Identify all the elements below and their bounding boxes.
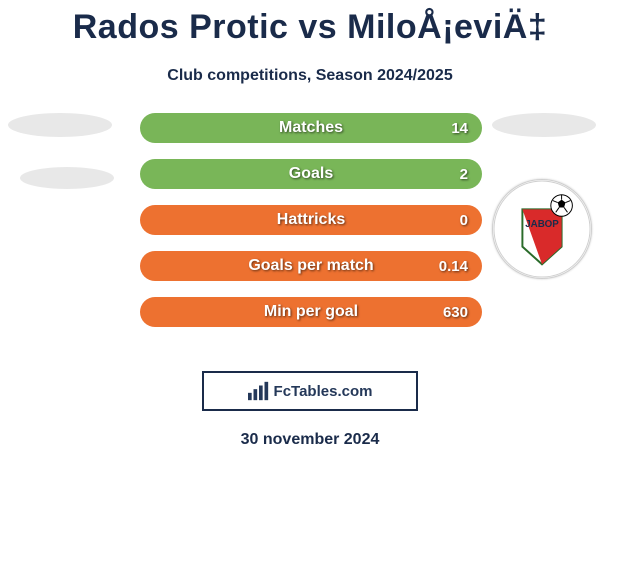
content-area: Matches 14 Goals 2 Hattricks 0 Goals per…: [0, 113, 620, 353]
comparison-widget: Rados Protic vs MiloÅ¡eviÄ‡ Club competi…: [0, 8, 620, 449]
stat-label: Hattricks: [277, 211, 345, 229]
stat-label: Min per goal: [264, 303, 358, 321]
stat-bars: Matches 14 Goals 2 Hattricks 0 Goals per…: [140, 113, 482, 343]
stat-bar-min-per-goal: Min per goal 630: [140, 297, 482, 327]
stat-value-right: 0.14: [439, 258, 468, 275]
bars-chart-icon: [248, 381, 270, 401]
club-crest-icon: ЈАВОР: [493, 180, 591, 278]
stat-bar-hattricks: Hattricks 0: [140, 205, 482, 235]
stat-value-right: 14: [451, 120, 468, 137]
brand-label: FcTables.com: [274, 383, 373, 400]
page-title: Rados Protic vs MiloÅ¡eviÄ‡: [0, 8, 620, 47]
player-placeholder-icon: [492, 113, 596, 137]
stat-value-right: 2: [460, 166, 468, 183]
club-text: ЈАВОР: [525, 219, 559, 230]
left-player-col: [8, 113, 118, 219]
stat-bar-goals: Goals 2: [140, 159, 482, 189]
right-player-col: ЈАВОР: [492, 113, 602, 279]
club-badge-icon: ЈАВОР: [492, 179, 592, 279]
stat-value-right: 630: [443, 304, 468, 321]
footer-date: 30 november 2024: [0, 431, 620, 449]
player-placeholder-icon: [8, 113, 112, 137]
club-placeholder-icon: [20, 167, 114, 189]
stat-label: Matches: [279, 119, 343, 137]
stat-label: Goals: [289, 165, 333, 183]
stat-bar-goals-per-match: Goals per match 0.14: [140, 251, 482, 281]
page-subtitle: Club competitions, Season 2024/2025: [0, 67, 620, 85]
brand-box[interactable]: FcTables.com: [202, 371, 418, 411]
stat-label: Goals per match: [248, 257, 373, 275]
stat-value-right: 0: [460, 212, 468, 229]
stat-bar-matches: Matches 14: [140, 113, 482, 143]
